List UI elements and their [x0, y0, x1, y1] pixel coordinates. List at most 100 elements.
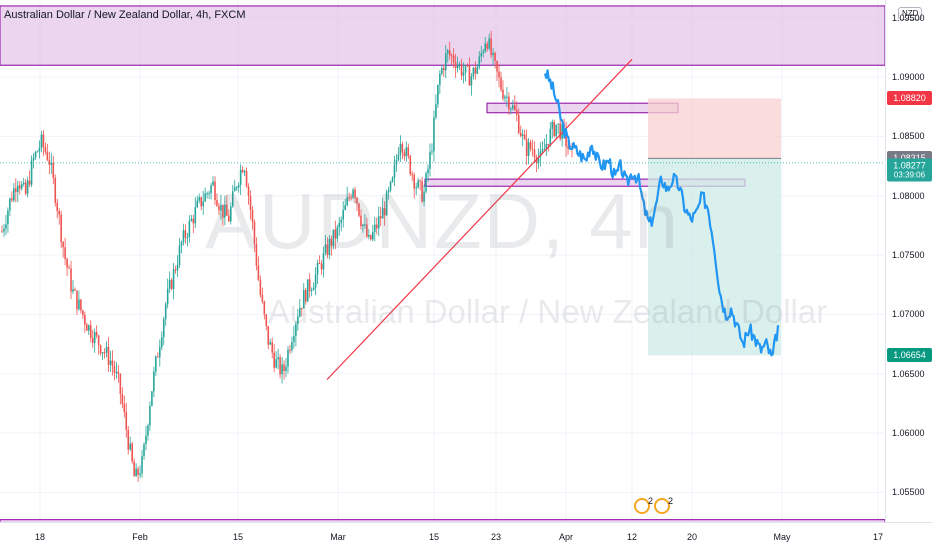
- candle-body: [200, 197, 203, 207]
- candle-body: [91, 338, 94, 343]
- candle-body: [64, 247, 66, 259]
- time-axis-label: 17: [872, 532, 884, 542]
- candle-body: [101, 352, 104, 354]
- candle-body: [328, 238, 331, 256]
- candle-body: [525, 139, 528, 156]
- candle-body: [490, 38, 492, 56]
- candle-body: [139, 473, 141, 475]
- candle-body: [295, 324, 297, 337]
- candle-body: [34, 152, 37, 158]
- candle-body: [70, 268, 72, 292]
- candle-body: [206, 193, 208, 195]
- candle-body: [340, 219, 343, 223]
- stop-loss-zone: [648, 98, 781, 159]
- candle-body: [484, 43, 487, 52]
- candle-body: [488, 38, 490, 49]
- price-axis[interactable]: NZD 1.09500 1.09000 1.08500 1.08000 1.07500 1…: [885, 0, 932, 522]
- candle-body: [442, 67, 445, 71]
- candle-body: [275, 359, 277, 368]
- last-price-tag: 1.08277 03:39:06: [887, 158, 932, 182]
- candle-body: [370, 235, 372, 240]
- candle-body: [192, 218, 195, 224]
- candle-body: [66, 258, 68, 268]
- candle-body: [86, 324, 88, 331]
- candle-body: [172, 269, 175, 289]
- candle-body: [115, 371, 118, 373]
- candle-body: [567, 146, 569, 149]
- candle-body: [237, 184, 240, 188]
- candle-body: [346, 197, 348, 206]
- price-axis-label: 1.06000: [892, 428, 925, 439]
- candle-body: [245, 171, 248, 187]
- candle-body: [153, 371, 155, 392]
- candle-body: [16, 185, 19, 192]
- candle-body: [127, 429, 130, 450]
- candle-body: [444, 53, 447, 71]
- candle-body: [446, 50, 449, 54]
- candle-body: [103, 352, 106, 354]
- time-axis-label: 15: [428, 532, 440, 542]
- chart-canvas[interactable]: [0, 0, 885, 522]
- candle-body: [555, 124, 558, 136]
- candle-body: [468, 65, 471, 86]
- candle-body: [407, 147, 410, 156]
- candle-body: [474, 67, 477, 74]
- candle-body: [344, 205, 346, 211]
- candle-body: [452, 55, 455, 63]
- candle-body: [409, 155, 412, 175]
- candle-body: [529, 142, 532, 150]
- candle-body: [504, 96, 506, 99]
- candle-body: [38, 147, 41, 152]
- candle-body: [99, 345, 102, 354]
- candle-body: [310, 290, 313, 292]
- candle-body: [229, 206, 232, 222]
- stop-price-tag: 1.08820: [887, 91, 932, 106]
- time-axis-label: 15: [232, 532, 244, 542]
- candle-body: [464, 65, 467, 73]
- candle-body: [62, 241, 64, 248]
- candle-body: [411, 174, 414, 176]
- candle-body: [415, 187, 417, 189]
- candle-body: [545, 143, 548, 149]
- candle-body: [253, 221, 256, 244]
- candle-body: [249, 195, 252, 210]
- candle-body: [334, 229, 337, 239]
- candle-body: [456, 65, 459, 69]
- candle-body: [123, 403, 126, 413]
- candle-body: [243, 171, 246, 173]
- candle-body: [350, 197, 352, 199]
- candle-body: [383, 208, 386, 216]
- time-axis-label: 23: [490, 532, 502, 542]
- symbol-watermark: AUDNZD, 4h: [204, 177, 681, 265]
- candle-body: [170, 280, 173, 289]
- time-axis-label: Mar: [330, 532, 346, 542]
- candle-body: [30, 160, 33, 185]
- candle-body: [379, 216, 382, 219]
- candle-body: [322, 253, 325, 270]
- candle-body: [433, 117, 435, 152]
- candle-body: [478, 56, 481, 67]
- candle-body: [377, 216, 380, 229]
- candle-body: [448, 50, 451, 56]
- candle-body: [109, 360, 112, 365]
- candle-body: [466, 65, 469, 67]
- candle-body: [306, 279, 309, 302]
- time-axis[interactable]: 18 Feb 15 Mar 15 23 Apr 12 20 May 17: [0, 522, 932, 551]
- candle-body: [514, 105, 516, 111]
- currency-button[interactable]: NZD: [898, 7, 923, 20]
- candle-body: [42, 134, 45, 148]
- target-price-tag: 1.06654: [887, 348, 932, 363]
- support-resistance-zone: [0, 519, 885, 522]
- candle-body: [510, 108, 512, 110]
- news-icon[interactable]: [634, 498, 650, 514]
- chart-plot-area[interactable]: AUDNZD, 4h Australian Dollar / New Zeala…: [0, 0, 885, 522]
- candle-body: [285, 366, 287, 372]
- news-icon[interactable]: [654, 498, 670, 514]
- candle-body: [168, 280, 171, 289]
- candle-body: [521, 134, 524, 137]
- price-axis-label: 1.06500: [892, 368, 925, 379]
- candle-body: [113, 366, 116, 373]
- candle-body: [186, 237, 189, 239]
- candle-body: [431, 151, 433, 153]
